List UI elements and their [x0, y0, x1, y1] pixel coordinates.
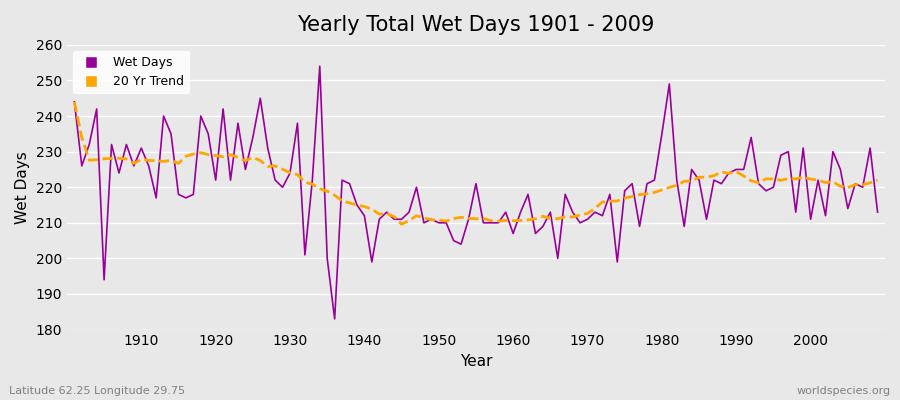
Wet Days: [352, 203, 363, 208]
20 Yr Trend: [129, 161, 140, 166]
20 Yr Trend: [508, 218, 518, 223]
Legend: Wet Days, 20 Yr Trend: Wet Days, 20 Yr Trend: [73, 51, 189, 93]
20 Yr Trend: [515, 218, 526, 223]
Wet Days: [314, 64, 325, 69]
X-axis label: Year: Year: [460, 354, 492, 369]
20 Yr Trend: [69, 100, 80, 104]
20 Yr Trend: [292, 172, 303, 177]
20 Yr Trend: [337, 198, 347, 203]
Wet Days: [329, 316, 340, 321]
Wet Days: [872, 210, 883, 214]
Y-axis label: Wet Days: Wet Days: [15, 151, 30, 224]
Text: worldspecies.org: worldspecies.org: [796, 386, 891, 396]
Wet Days: [612, 260, 623, 264]
Text: Latitude 62.25 Longitude 29.75: Latitude 62.25 Longitude 29.75: [9, 386, 185, 396]
20 Yr Trend: [396, 222, 407, 227]
20 Yr Trend: [605, 199, 616, 204]
Wet Days: [515, 210, 526, 214]
Line: Wet Days: Wet Days: [75, 66, 878, 319]
20 Yr Trend: [872, 178, 883, 182]
Wet Days: [292, 121, 303, 126]
Line: 20 Yr Trend: 20 Yr Trend: [75, 102, 878, 224]
Wet Days: [69, 100, 80, 104]
Title: Yearly Total Wet Days 1901 - 2009: Yearly Total Wet Days 1901 - 2009: [297, 15, 654, 35]
Wet Days: [523, 192, 534, 197]
Wet Days: [129, 164, 140, 168]
